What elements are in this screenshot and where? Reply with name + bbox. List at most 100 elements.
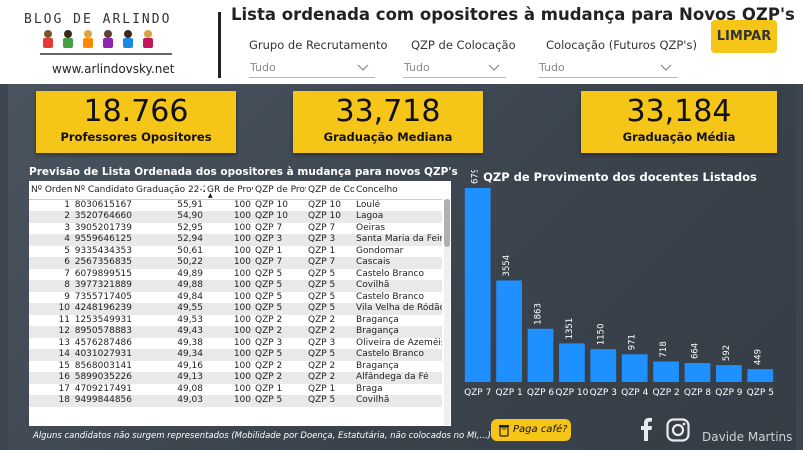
table-cell: 100 bbox=[205, 211, 253, 223]
bar-qzp-3[interactable] bbox=[590, 349, 617, 382]
table-cell: 100 bbox=[205, 257, 253, 269]
table-cell: 1 bbox=[64, 199, 70, 210]
x-tick-label: QZP 5 bbox=[747, 388, 774, 398]
table-cell: 49,89 bbox=[177, 268, 203, 279]
grupo-recrutamento-dropdown[interactable]: Tudo bbox=[249, 61, 375, 78]
table-row[interactable]: 13 4576287486 49,38 100 QZP 3 QZP 3 Oliveira d… bbox=[29, 338, 442, 350]
blog-logo[interactable]: BLOG DE ARLINDO www.arlindovsky.net bbox=[14, 6, 204, 80]
table-row[interactable]: 18 9499844856 49,03 100 QZP 5 QZP 5 Covilhã bbox=[29, 395, 442, 407]
data-label: 3554 bbox=[502, 255, 512, 277]
chevron-down-icon bbox=[488, 64, 500, 71]
column-header-candidato[interactable]: Nº Candidato bbox=[72, 181, 134, 200]
bar-qzp-4[interactable] bbox=[621, 354, 648, 382]
buy-coffee-button[interactable]: Paga café? bbox=[491, 419, 571, 441]
table-cell: 8 bbox=[29, 280, 72, 292]
data-label: 664 bbox=[691, 343, 701, 359]
table-row[interactable]: 12 8950578883 49,43 100 QZP 2 QZP 2 Bragança bbox=[29, 326, 442, 338]
table-cell: QZP 10 bbox=[306, 211, 354, 223]
x-tick-label: QZP 3 bbox=[590, 388, 617, 398]
table-cell: 4709217491 bbox=[74, 383, 132, 394]
table-cell: 11 bbox=[58, 314, 70, 325]
facebook-icon[interactable] bbox=[637, 417, 655, 441]
kpi-value: 18.766 bbox=[83, 94, 189, 129]
table-row[interactable]: 6 2567356835 50,22 100 QZP 7 QZP 7 Cascais bbox=[29, 257, 442, 269]
header: BLOG DE ARLINDO www.arlindovsky.net List… bbox=[0, 0, 803, 84]
qzp-bar-chart: 6790 QZP 7 3554 QZP 1 1863 QZP 6 1351 QZP 10 115… bbox=[464, 170, 774, 398]
column-header-concelho[interactable]: Concelho bbox=[354, 181, 442, 200]
table-row[interactable]: 3 3905201739 52,95 100 QZP 7 QZP 7 Oeiras bbox=[29, 223, 442, 235]
table-cell: 6079899515 bbox=[74, 268, 132, 279]
table-row[interactable]: 7 6079899515 49,89 100 QZP 5 QZP 5 Castelo Bra… bbox=[29, 269, 442, 281]
table-row[interactable]: 10 4248196239 49,55 100 QZP 5 QZP 5 Vila Velha… bbox=[29, 303, 442, 315]
table-row[interactable]: 15 8568003141 49,16 100 QZP 2 QZP 2 Bragança bbox=[29, 361, 442, 373]
table-cell: QZP 1 bbox=[308, 245, 336, 256]
bar-qzp-5[interactable] bbox=[747, 369, 774, 382]
table-cell: 49,16 bbox=[177, 360, 203, 371]
table-cell: QZP 7 bbox=[255, 222, 283, 233]
bar-qzp-6[interactable] bbox=[527, 328, 554, 382]
table-row[interactable]: 8 3977321889 49,88 100 QZP 5 QZP 5 Covilhã bbox=[29, 280, 442, 292]
table-cell: 55,91 bbox=[177, 199, 203, 210]
x-tick-label: QZP 2 bbox=[652, 388, 679, 398]
filter-value: Tudo bbox=[404, 61, 430, 74]
table-row[interactable]: 9 7355717405 49,84 100 QZP 5 QZP 5 Castelo Bra… bbox=[29, 292, 442, 304]
table-container[interactable]: Nº Ordem Nº Candidato Graduação 22-23 GR… bbox=[29, 181, 451, 426]
table-cell: 100 bbox=[205, 349, 253, 361]
qzp-colocacao-dropdown[interactable]: Tudo bbox=[403, 61, 506, 78]
table-cell: QZP 5 bbox=[306, 303, 354, 315]
table-cell: Alfândega da Fé bbox=[354, 372, 442, 384]
table-row[interactable]: 4 9559646125 52,94 100 QZP 3 QZP 3 Santa Maria… bbox=[29, 234, 442, 246]
table-cell: Cascais bbox=[354, 257, 442, 269]
column-header-ordem[interactable]: Nº Ordem bbox=[29, 181, 72, 200]
scrollbar-thumb[interactable] bbox=[444, 199, 450, 247]
table-row[interactable]: 11 1253549931 49,53 100 QZP 2 QZP 2 Bragança bbox=[29, 315, 442, 327]
header-divider bbox=[218, 12, 221, 78]
table-row[interactable]: 14 4031027931 49,34 100 QZP 5 QZP 5 Castelo Br… bbox=[29, 349, 442, 361]
table-row[interactable]: 17 4709217491 49,08 100 QZP 1 QZP 1 Braga bbox=[29, 384, 442, 396]
table-cell: 9 bbox=[64, 291, 70, 302]
table-cell: 9559646125 bbox=[72, 234, 134, 246]
table-cell: 16 bbox=[29, 372, 72, 384]
table-cell: 49,43 bbox=[134, 326, 205, 338]
table-cell: Gondomar bbox=[356, 245, 404, 256]
x-tick-label: QZP 8 bbox=[684, 388, 712, 398]
bar-qzp-2[interactable] bbox=[653, 361, 679, 382]
bar-qzp-8[interactable] bbox=[684, 363, 711, 382]
bar-qzp-9[interactable] bbox=[716, 365, 742, 382]
table-scrollbar[interactable] bbox=[444, 199, 450, 425]
column-header-graduacao[interactable]: Graduação 22-23 bbox=[134, 181, 205, 200]
colocacao-futuros-dropdown[interactable]: Tudo bbox=[538, 61, 678, 78]
table-cell: QZP 10 bbox=[255, 199, 288, 210]
bar-qzp-1[interactable] bbox=[496, 280, 522, 382]
table-cell: QZP 2 bbox=[308, 360, 336, 371]
table-cell: 100 bbox=[205, 372, 253, 384]
instagram-icon[interactable] bbox=[666, 418, 690, 442]
filter-label: QZP de Colocação bbox=[411, 38, 516, 52]
filter-grupo-recrutamento: Grupo de Recrutamento Tudo bbox=[249, 38, 388, 78]
table-cell: QZP 5 bbox=[308, 291, 336, 302]
x-tick-label: QZP 1 bbox=[495, 388, 522, 398]
table-row[interactable]: 2 3520764660 54,90 100 QZP 10 QZP 10 Lagoa bbox=[29, 211, 442, 223]
table-cell: QZP 5 bbox=[308, 268, 336, 279]
table-body: 1 8030615167 55,91 100 QZP 10 QZP 10 Loulé 2 352… bbox=[29, 199, 442, 407]
filter-qzp-colocacao: QZP de Colocação Tudo bbox=[403, 38, 516, 78]
coffee-cup-icon bbox=[499, 425, 509, 437]
table-cell: 4576287486 bbox=[74, 337, 132, 348]
bar-qzp-10[interactable] bbox=[559, 343, 585, 382]
table-row[interactable]: 16 5899035226 49,13 100 QZP 2 QZP 2 Alfândega … bbox=[29, 372, 442, 384]
table-row[interactable]: 5 9335434353 50,61 100 QZP 1 QZP 1 Gondomar bbox=[29, 246, 442, 258]
bar-qzp-7[interactable] bbox=[464, 188, 491, 382]
column-header-qzp-prov[interactable]: QZP de Prov bbox=[253, 181, 306, 200]
kpi-value: 33,184 bbox=[626, 94, 732, 129]
table-cell: 49,13 bbox=[134, 372, 205, 384]
table-cell: 2 bbox=[29, 211, 72, 223]
table-cell: Oeiras bbox=[356, 222, 386, 233]
column-header-gr-prov[interactable]: GR de Prov ▲ bbox=[205, 181, 253, 200]
logo-title: BLOG DE ARLINDO bbox=[24, 12, 172, 27]
table-cell: 10 bbox=[29, 303, 72, 315]
table-cell: 7 bbox=[64, 268, 70, 279]
table-row[interactable]: 1 8030615167 55,91 100 QZP 10 QZP 10 Loulé bbox=[29, 199, 442, 211]
table-cell: 49,55 bbox=[134, 303, 205, 315]
clear-filters-button[interactable]: LIMPAR bbox=[711, 20, 777, 53]
column-header-qzp-col[interactable]: QZP de Col bbox=[306, 181, 354, 200]
